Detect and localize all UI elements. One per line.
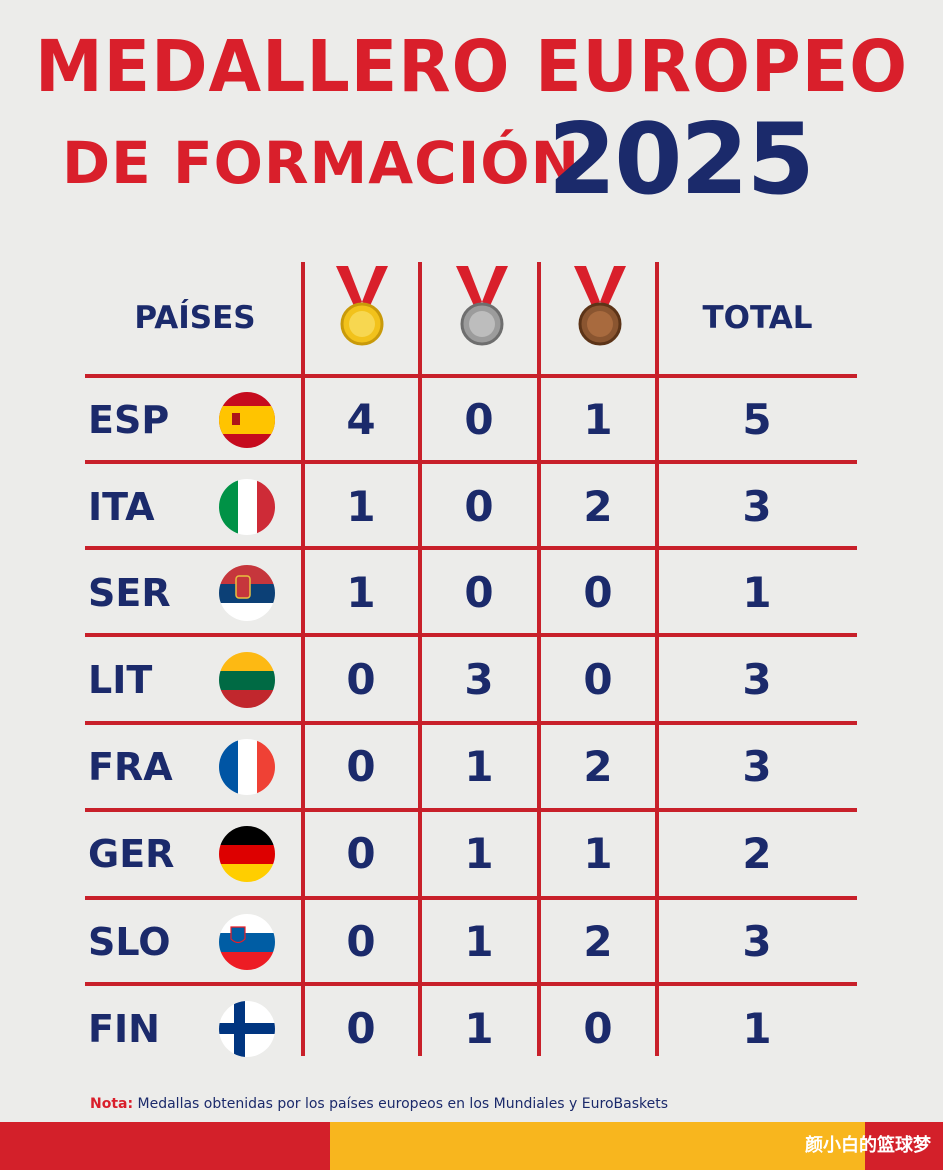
total-count: 2 — [742, 829, 772, 878]
row-divider — [85, 374, 857, 378]
bronze-count: 2 — [583, 917, 613, 966]
bronze-count: 2 — [583, 742, 613, 791]
gold-count: 1 — [346, 482, 376, 531]
italy-flag-icon — [219, 479, 275, 535]
column-divider — [301, 262, 305, 1056]
row-divider — [85, 546, 857, 550]
bronze-medal-icon — [574, 266, 626, 346]
country-code: SER — [88, 571, 171, 615]
silver-count: 0 — [464, 482, 494, 531]
footer-stripe-red-right — [865, 1122, 943, 1170]
bronze-count: 0 — [583, 655, 613, 704]
silver-count: 1 — [464, 829, 494, 878]
silver-medal-icon — [456, 266, 508, 346]
bronze-count: 0 — [583, 568, 613, 617]
germany-flag-icon — [219, 826, 275, 882]
bronze-count: 0 — [583, 1004, 613, 1053]
row-divider — [85, 633, 857, 637]
total-count: 3 — [742, 742, 772, 791]
footer-stripe-red — [0, 1122, 330, 1170]
gold-count: 0 — [346, 655, 376, 704]
header-countries: PAÍSES — [134, 300, 256, 336]
gold-count: 0 — [346, 917, 376, 966]
silver-count: 1 — [464, 1004, 494, 1053]
title-subtitle: DE FORMACIÓN — [62, 129, 581, 197]
table-row: SER 1 0 0 1 — [0, 550, 943, 636]
title-line-1: MEDALLERO EUROPEO — [34, 26, 909, 109]
total-count: 1 — [742, 568, 772, 617]
table-row: GER 0 1 1 2 — [0, 811, 943, 897]
column-divider — [537, 262, 541, 1056]
silver-count: 0 — [464, 568, 494, 617]
row-divider — [85, 721, 857, 725]
spain-flag-icon — [219, 392, 275, 448]
table-row: FRA 0 1 2 3 — [0, 724, 943, 810]
total-count: 5 — [742, 395, 772, 444]
footer-stripe-yellow — [330, 1122, 865, 1170]
total-count: 3 — [742, 655, 772, 704]
table-row: ITA 1 0 2 3 — [0, 464, 943, 550]
footnote-label: Nota: — [90, 1096, 134, 1112]
column-divider — [418, 262, 422, 1056]
gold-medal-icon — [336, 266, 388, 346]
country-code: FIN — [88, 1007, 160, 1051]
total-count: 3 — [742, 482, 772, 531]
title-year: 2025 — [548, 103, 815, 217]
column-divider — [655, 262, 659, 1056]
silver-count: 1 — [464, 742, 494, 791]
footnote-text: Medallas obtenidas por los países europe… — [133, 1096, 669, 1112]
country-code: ESP — [88, 398, 170, 442]
silver-count: 0 — [464, 395, 494, 444]
gold-count: 0 — [346, 742, 376, 791]
footnote: Nota: Medallas obtenidas por los países … — [90, 1096, 668, 1112]
slovenia-flag-icon — [219, 914, 275, 970]
table-row: LIT 0 3 0 3 — [0, 637, 943, 723]
finland-flag-icon — [219, 1001, 275, 1057]
total-count: 3 — [742, 917, 772, 966]
lithuania-flag-icon — [219, 652, 275, 708]
silver-count: 1 — [464, 917, 494, 966]
country-code: GER — [88, 832, 175, 876]
row-divider — [85, 982, 857, 986]
table-row: SLO 0 1 2 3 — [0, 899, 943, 985]
table-row: ESP 4 0 1 5 — [0, 377, 943, 463]
total-count: 1 — [742, 1004, 772, 1053]
gold-count: 0 — [346, 1004, 376, 1053]
bronze-count: 1 — [583, 829, 613, 878]
silver-count: 3 — [464, 655, 494, 704]
table-row: FIN 0 1 0 1 — [0, 986, 943, 1072]
row-divider — [85, 808, 857, 812]
country-code: ITA — [88, 485, 155, 529]
bronze-count: 2 — [583, 482, 613, 531]
gold-count: 1 — [346, 568, 376, 617]
france-flag-icon — [219, 739, 275, 795]
row-divider — [85, 460, 857, 464]
bronze-count: 1 — [583, 395, 613, 444]
country-code: LIT — [88, 658, 153, 702]
serbia-flag-icon — [219, 565, 275, 621]
country-code: FRA — [88, 745, 173, 789]
header-total: TOTAL — [702, 300, 813, 336]
watermark: 颜小白的篮球梦 — [805, 1135, 931, 1156]
country-code: SLO — [88, 920, 171, 964]
gold-count: 0 — [346, 829, 376, 878]
gold-count: 4 — [346, 395, 376, 444]
row-divider — [85, 896, 857, 900]
